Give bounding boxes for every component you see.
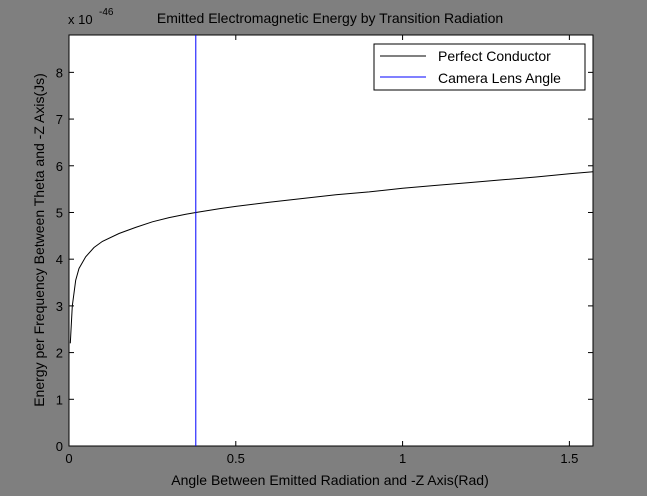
y-tick-label: 6 — [56, 159, 63, 174]
x-tick-label: 0 — [65, 451, 72, 466]
y-axis-ticks: 0 1 2 3 4 5 6 7 8 — [56, 65, 593, 454]
plot-area — [68, 34, 594, 447]
legend-box — [373, 43, 586, 91]
legend-label-perfect-conductor: Perfect Conductor — [438, 48, 551, 64]
y-tick-label: 0 — [56, 439, 63, 454]
y-tick-label: 1 — [56, 392, 63, 407]
y-tick-label: 4 — [56, 252, 63, 267]
series-line-perfect-conductor — [69, 171, 594, 344]
y-tick-label: 8 — [56, 65, 63, 80]
series-layer — [69, 35, 594, 446]
y-exponent-base: x 10 — [68, 12, 93, 27]
x-axis-ticks: 0 0.5 1 1.5 — [65, 35, 578, 466]
y-axis-label: Energy per Frequency Between Theta and -… — [31, 73, 47, 407]
legend: Perfect Conductor Camera Lens Angle — [373, 43, 586, 91]
y-tick-label: 2 — [56, 346, 63, 361]
y-tick-label: 3 — [56, 299, 63, 314]
x-axis-label: Angle Between Emitted Radiation and -Z A… — [171, 472, 489, 488]
x-tick-label: 0.5 — [227, 451, 245, 466]
y-tick-label: 7 — [56, 112, 63, 127]
x-tick-label: 1.5 — [560, 451, 578, 466]
x-tick-label: 1 — [399, 451, 406, 466]
y-tick-label: 5 — [56, 205, 63, 220]
chart-title: Emitted Electromagnetic Energy by Transi… — [157, 10, 503, 26]
y-exponent-power: -46 — [99, 7, 114, 18]
legend-label-camera-lens-angle: Camera Lens Angle — [438, 70, 561, 86]
